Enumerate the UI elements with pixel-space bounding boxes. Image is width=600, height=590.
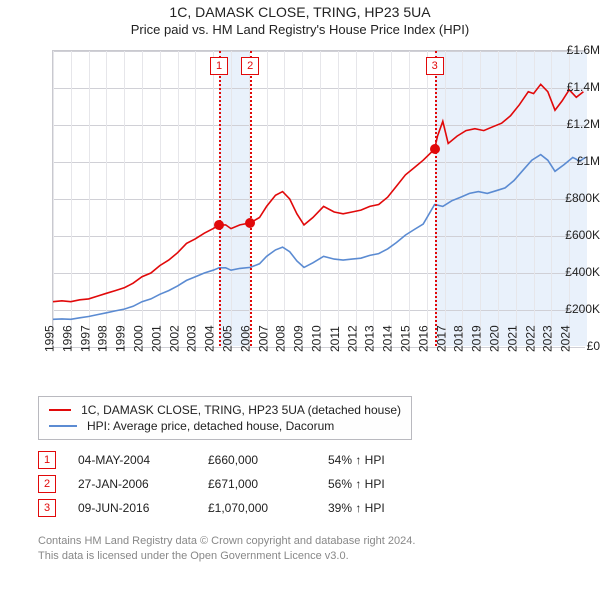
series-hpi-line [53, 155, 585, 320]
x-tick-label: 2010 [310, 325, 324, 352]
sales-table: 1 04-MAY-2004£660,00054% ↑ HPI 2 27-JAN-200… [38, 448, 468, 520]
sale-marker-line [250, 51, 252, 346]
sale-marker-number-box: 3 [426, 57, 444, 75]
x-tick-label: 2016 [416, 325, 430, 352]
x-tick-label: 2002 [167, 325, 181, 352]
y-tick-label: £1M [554, 154, 600, 168]
sales-table-row: 2 27-JAN-2006£671,00056% ↑ HPI [38, 472, 468, 496]
sales-row-number-box: 1 [38, 451, 56, 469]
sale-marker-dot [245, 218, 255, 228]
x-tick-label: 2015 [399, 325, 413, 352]
x-tick-label: 1995 [43, 325, 57, 352]
sales-row-date: 27-JAN-2006 [78, 477, 208, 491]
x-tick-label: 1996 [60, 325, 74, 352]
y-tick-label: £1.6M [554, 43, 600, 57]
sales-row-number-box: 2 [38, 475, 56, 493]
chart-titles: 1C, DAMASK CLOSE, TRING, HP23 5UA Price … [0, 4, 600, 37]
y-tick-label: £1.2M [554, 117, 600, 131]
x-tick-label: 2009 [292, 325, 306, 352]
y-tick-label: £1.4M [554, 80, 600, 94]
x-tick-label: 2007 [256, 325, 270, 352]
chart-svg [53, 51, 587, 347]
sale-marker-number-box: 2 [241, 57, 259, 75]
sales-table-row: 3 09-JUN-2016£1,070,00039% ↑ HPI [38, 496, 468, 520]
x-tick-label: 2020 [488, 325, 502, 352]
sales-row-pct-vs-hpi: 56% ↑ HPI [328, 477, 468, 491]
x-tick-label: 2014 [381, 325, 395, 352]
y-tick-label: £200K [554, 302, 600, 316]
sales-row-number-box: 3 [38, 499, 56, 517]
sale-marker-line [435, 51, 437, 346]
sales-row-price: £660,000 [208, 453, 328, 467]
legend-row: 1C, DAMASK CLOSE, TRING, HP23 5UA (detac… [49, 403, 401, 417]
x-tick-label: 1998 [96, 325, 110, 352]
x-tick-label: 2011 [328, 326, 342, 352]
chart-plot-area: 12 3 [52, 50, 586, 346]
legend-label: HPI: Average price, detached house, Daco… [87, 419, 334, 433]
sales-row-date: 04-MAY-2004 [78, 453, 208, 467]
sales-row-date: 09-JUN-2016 [78, 501, 208, 515]
x-tick-label: 2017 [434, 325, 448, 352]
x-tick-label: 2006 [238, 325, 252, 352]
x-tick-label: 1997 [78, 325, 92, 352]
x-tick-label: 1999 [114, 325, 128, 352]
legend-swatch [49, 425, 77, 427]
x-tick-label: 2008 [274, 325, 288, 352]
y-tick-label: £600K [554, 228, 600, 242]
sales-row-price: £671,000 [208, 477, 328, 491]
x-tick-label: 2022 [523, 325, 537, 352]
x-tick-label: 2023 [541, 325, 555, 352]
sales-table-row: 1 04-MAY-2004£660,00054% ↑ HPI [38, 448, 468, 472]
x-tick-label: 2021 [505, 325, 519, 352]
sale-marker-dot [214, 220, 224, 230]
legend-box: 1C, DAMASK CLOSE, TRING, HP23 5UA (detac… [38, 396, 412, 440]
x-tick-label: 2012 [345, 325, 359, 352]
legend-label: 1C, DAMASK CLOSE, TRING, HP23 5UA (detac… [81, 403, 401, 417]
legend-row: HPI: Average price, detached house, Daco… [49, 419, 401, 433]
x-tick-label: 2018 [452, 325, 466, 352]
y-tick-label: £800K [554, 191, 600, 205]
x-tick-label: 2000 [132, 325, 146, 352]
footer-line-1: Contains HM Land Registry data © Crown c… [38, 534, 415, 549]
series-property-line [53, 84, 583, 301]
x-tick-label: 2019 [470, 325, 484, 352]
x-tick-label: 2001 [149, 325, 163, 352]
sale-marker-dot [430, 144, 440, 154]
x-tick-label: 2004 [203, 325, 217, 352]
sales-row-pct-vs-hpi: 54% ↑ HPI [328, 453, 468, 467]
sales-row-price: £1,070,000 [208, 501, 328, 515]
chart-title-sub: Price paid vs. HM Land Registry's House … [0, 22, 600, 37]
sale-marker-number-box: 1 [210, 57, 228, 75]
legend-swatch [49, 409, 71, 411]
footer-line-2: This data is licensed under the Open Gov… [38, 549, 415, 564]
x-tick-label: 2003 [185, 325, 199, 352]
sale-marker-line [219, 51, 221, 346]
sales-row-pct-vs-hpi: 39% ↑ HPI [328, 501, 468, 515]
footer-attribution: Contains HM Land Registry data © Crown c… [38, 534, 415, 565]
chart-title-address: 1C, DAMASK CLOSE, TRING, HP23 5UA [0, 4, 600, 20]
y-tick-label: £400K [554, 265, 600, 279]
x-tick-label: 2024 [559, 325, 573, 352]
x-tick-label: 2005 [221, 325, 235, 352]
x-tick-label: 2013 [363, 325, 377, 352]
